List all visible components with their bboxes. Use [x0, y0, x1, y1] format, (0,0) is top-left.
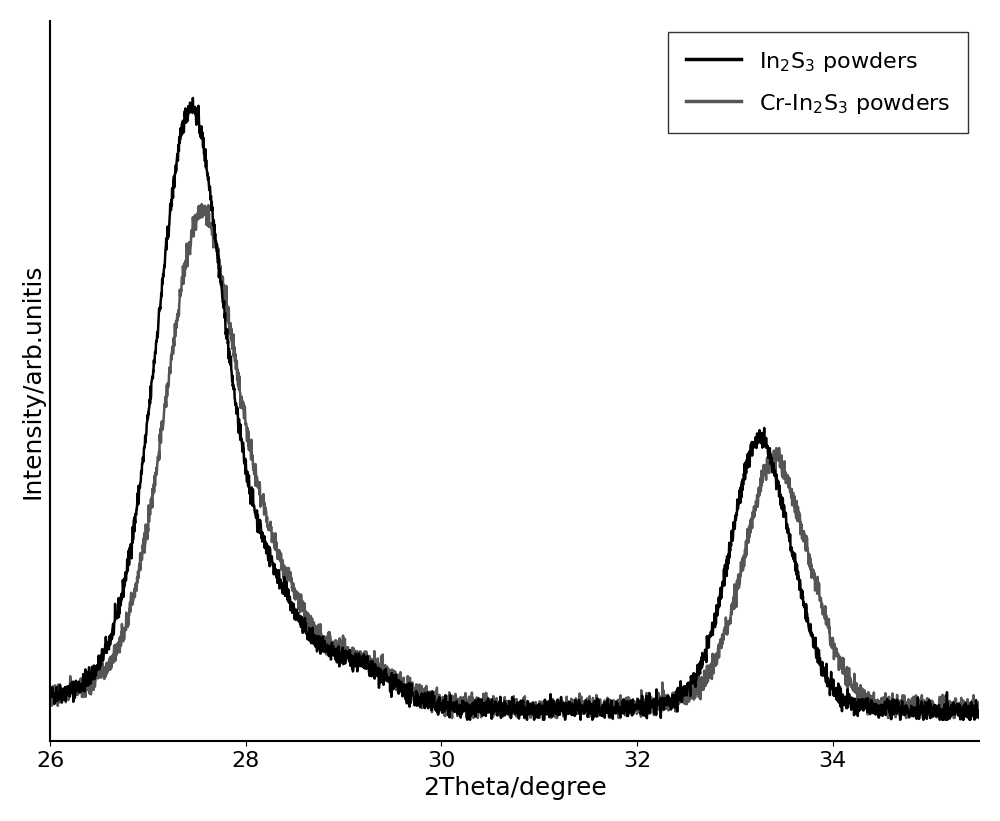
Legend: In$_2$S$_3$ powders, Cr-In$_2$S$_3$ powders: In$_2$S$_3$ powders, Cr-In$_2$S$_3$ powd… [668, 32, 968, 133]
X-axis label: 2Theta/degree: 2Theta/degree [423, 776, 607, 800]
Y-axis label: Intensity/arb.unitis: Intensity/arb.unitis [21, 263, 45, 498]
